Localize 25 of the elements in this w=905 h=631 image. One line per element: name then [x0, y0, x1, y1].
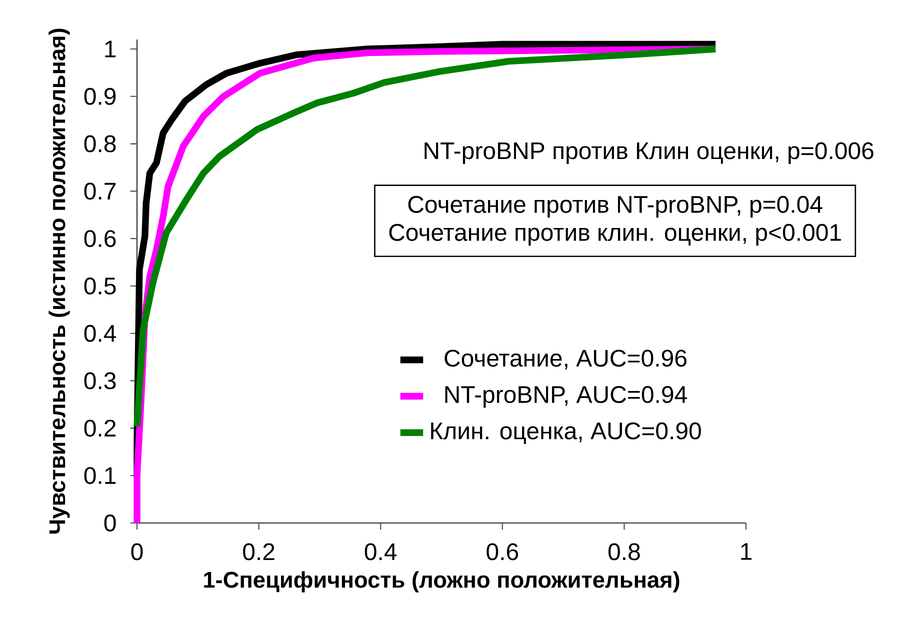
legend-label: NT-proBNP, AUC=0.94: [445, 386, 687, 408]
legend-label: Клин. оценка, AUC=0.90: [431, 422, 701, 444]
y-tick-label: 0.3: [84, 372, 116, 390]
annotation: Сочетание против клин. оценки, p<0.001: [389, 224, 841, 246]
x-tick-label: 0.4: [364, 543, 397, 560]
y-tick-label: 0.2: [84, 420, 116, 437]
y-tick-label: 0.8: [84, 135, 116, 152]
y-tick-label: 0.1: [84, 467, 116, 484]
x-tick-label: 0: [131, 543, 143, 560]
y-tick-label: 0: [104, 514, 116, 532]
y-tick-label: 1: [105, 40, 116, 58]
annotation: NT-proBNP против Клин оценки, p=0.006: [424, 142, 874, 164]
legend-label: Сочетание, AUC=0.96: [444, 350, 686, 370]
x-tick-label: 0.8: [608, 543, 640, 560]
y-tick-label: 0.9: [84, 88, 116, 105]
x-tick-label: 0.6: [486, 543, 518, 560]
y-tick-label: 0.7: [84, 182, 116, 200]
annotation: Сочетание против NT-proBNP, p=0.04: [408, 196, 822, 218]
x-axis-title: 1-Специфичность (ложно положительная): [204, 571, 680, 592]
x-tick-label: 0.2: [243, 543, 274, 560]
y-axis-title: Чувствительность (истинно положительная): [48, 28, 70, 534]
y-tick-label: 0.4: [84, 324, 116, 342]
y-tick-label: 0.5: [84, 277, 116, 294]
x-tick-label: 1: [741, 543, 752, 560]
y-tick-label: 0.6: [84, 230, 116, 248]
